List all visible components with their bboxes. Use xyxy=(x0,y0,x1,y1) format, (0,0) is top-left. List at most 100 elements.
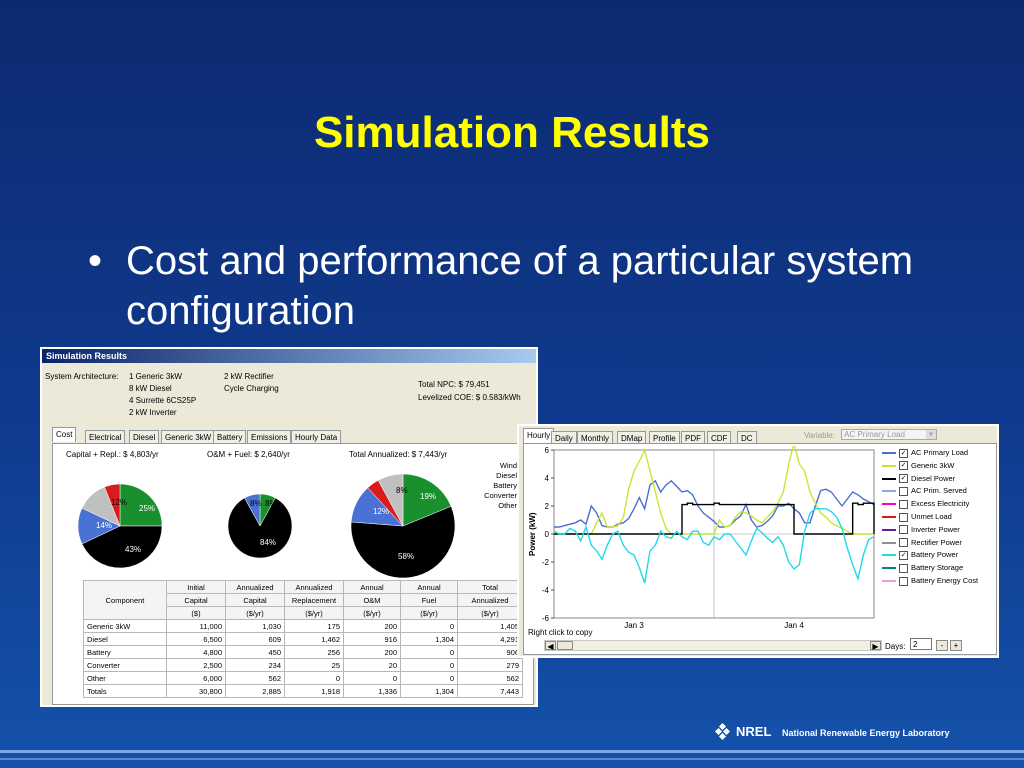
legend-label: Excess Electricity xyxy=(911,499,970,509)
table-cell: 1,462 xyxy=(284,632,344,646)
pie-1-slice-diesel xyxy=(227,497,293,559)
table-header-cell: Fuel xyxy=(400,593,458,607)
tab-hourly[interactable]: Hourly xyxy=(523,428,555,443)
legend-item-unmet-load[interactable]: Unmet Load xyxy=(882,512,952,522)
legend-label: Battery Storage xyxy=(911,563,964,573)
arch-col2-0: 2 kW Rectifier xyxy=(224,372,274,381)
table-cell: 1,405 xyxy=(457,619,523,633)
legend-checkbox[interactable]: ✓ xyxy=(899,461,908,471)
tab-cost[interactable]: Cost xyxy=(52,427,77,442)
days-decrement-button[interactable]: - xyxy=(936,640,948,651)
tab-profile[interactable]: Profile xyxy=(649,431,680,444)
table-cell: 562 xyxy=(457,671,523,685)
plot-panel: 6 4 2 0 -2 -4 -6 Power (kW) Jan 3 Jan 4 ✓ AC Prima… xyxy=(523,443,997,655)
table-header-cell: Annual xyxy=(400,580,458,594)
power-time-series-chart: 6 4 2 0 -2 -4 -6 Power (kW) Jan 3 Jan 4 xyxy=(528,446,875,630)
pie-0-label-3: 12% xyxy=(111,498,127,507)
footer-line-2 xyxy=(0,758,1024,760)
table-cell: 30,800 xyxy=(166,684,226,698)
legend-item-ac-primary-load[interactable]: ✓ AC Primary Load xyxy=(882,448,968,458)
y-tick-label: -4 xyxy=(542,586,550,595)
tab-daily[interactable]: Daily xyxy=(551,431,577,444)
pie-legend-label: Converter xyxy=(484,491,517,500)
pie-0-slice-wind xyxy=(119,483,163,527)
table-header-cell: Annual xyxy=(343,580,401,594)
tab-monthly[interactable]: Monthly xyxy=(577,431,614,444)
table-row: Totals 30,800 2,885 1,918 1,336 1,304 7,443 xyxy=(83,684,523,698)
table-header-cell: Annualized xyxy=(457,593,523,607)
legend-swatch xyxy=(882,516,896,519)
legend-checkbox[interactable]: ✓ xyxy=(899,550,908,560)
days-input[interactable]: 2 xyxy=(910,638,932,650)
arch-label: System Architecture: xyxy=(45,372,119,381)
legend-checkbox[interactable] xyxy=(899,563,908,573)
legend-item-inverter-power[interactable]: Inverter Power xyxy=(882,525,960,535)
table-cell: 1,304 xyxy=(400,684,458,698)
legend-item-excess-electricity[interactable]: Excess Electricity xyxy=(882,499,969,509)
result-tabs: Cost Electrical Diesel Generic 3kW Battery Em… xyxy=(52,427,532,443)
legend-checkbox[interactable] xyxy=(899,525,908,535)
pie-1-label-2: 84% xyxy=(260,538,276,547)
legend-checkbox[interactable] xyxy=(899,538,908,548)
table-cell: Diesel xyxy=(83,632,167,646)
tab-diesel[interactable]: Diesel xyxy=(129,430,160,443)
tab-cdf[interactable]: CDF xyxy=(707,431,732,444)
tab-emissions[interactable]: Emissions xyxy=(247,430,292,443)
scroll-thumb[interactable] xyxy=(557,641,573,650)
footer-line xyxy=(0,750,1024,753)
tab-hourly-data[interactable]: Hourly Data xyxy=(291,430,342,443)
legend-checkbox[interactable] xyxy=(899,486,908,496)
table-cell: 6,500 xyxy=(166,632,226,646)
days-label: Days: xyxy=(885,642,906,651)
table-cell: 4,291 xyxy=(457,632,523,646)
time-series-window: Hourly Daily Monthly DMap Profile PDF CDF DC Va… xyxy=(517,424,999,658)
chevron-down-icon: ▼ xyxy=(926,430,936,439)
tab-generic-3kw[interactable]: Generic 3kW xyxy=(161,430,216,443)
pie-2-label-0: 19% xyxy=(420,492,436,501)
legend-label: Generic 3kW xyxy=(911,460,955,470)
series-generic-3kw xyxy=(554,446,874,535)
legend-item-battery-storage[interactable]: Battery Storage xyxy=(882,563,963,573)
pie-2-label-1: 58% xyxy=(398,552,414,561)
tab-pdf[interactable]: PDF xyxy=(681,431,705,444)
simulation-results-window: Simulation Results System Architecture: … xyxy=(40,347,538,707)
legend-item-battery-power[interactable]: ✓ Battery Power xyxy=(882,550,958,560)
tab-battery[interactable]: Battery xyxy=(213,430,247,443)
legend-checkbox[interactable] xyxy=(899,576,908,586)
legend-item-rectifier-power[interactable]: Rectifier Power xyxy=(882,538,962,548)
tab-electrical[interactable]: Electrical xyxy=(85,430,126,443)
legend-item-generic-3kw[interactable]: ✓ Generic 3kW xyxy=(882,461,954,471)
legend-item-diesel-power[interactable]: ✓ Diesel Power xyxy=(882,474,955,484)
pie-0-label-2: 14% xyxy=(96,521,112,530)
svg-text:NREL: NREL xyxy=(736,724,771,739)
table-header-cell: Annualized xyxy=(284,580,344,594)
legend-swatch xyxy=(882,567,896,570)
days-increment-button[interactable]: + xyxy=(950,640,962,651)
series-legend: ✓ AC Primary Load ✓ Generic 3kW ✓ Diesel Powe… xyxy=(882,448,996,598)
total-npc: Total NPC: $ 79,451 xyxy=(418,380,490,389)
legend-checkbox[interactable] xyxy=(899,499,908,509)
variable-select[interactable]: AC Primary Load ▼ xyxy=(841,429,937,440)
table-header-cell: O&M xyxy=(343,593,401,607)
pie-legend-label: Diesel xyxy=(496,471,517,480)
legend-item-battery-energy-cost[interactable]: Battery Energy Cost xyxy=(882,576,978,586)
legend-swatch xyxy=(882,503,896,506)
tab-dmap[interactable]: DMap xyxy=(617,431,647,444)
scroll-left-icon[interactable]: ◀ xyxy=(545,641,556,651)
arch-col1-0: 1 Generic 3kW xyxy=(129,372,182,381)
table-header-row: Component Initial Annualized Annualized Annu… xyxy=(83,580,523,620)
legend-item-ac-prim-served[interactable]: AC Prim. Served xyxy=(882,486,967,496)
nrel-logo: NREL National Renewable Energy Laborator… xyxy=(714,722,950,741)
y-axis-label: Power (kW) xyxy=(528,512,537,556)
legend-label: Diesel Power xyxy=(911,473,956,483)
legend-checkbox[interactable]: ✓ xyxy=(899,448,908,458)
legend-checkbox[interactable]: ✓ xyxy=(899,474,908,484)
table-cell: 609 xyxy=(225,632,285,646)
table-cell: 11,000 xyxy=(166,619,226,633)
legend-label: Battery Energy Cost xyxy=(911,576,979,585)
tab-dc[interactable]: DC xyxy=(737,431,757,444)
horizontal-scrollbar[interactable]: ◀ ▶ xyxy=(544,640,882,651)
slide-title: Simulation Results xyxy=(313,108,711,157)
scroll-right-icon[interactable]: ▶ xyxy=(870,641,881,651)
legend-checkbox[interactable] xyxy=(899,512,908,522)
